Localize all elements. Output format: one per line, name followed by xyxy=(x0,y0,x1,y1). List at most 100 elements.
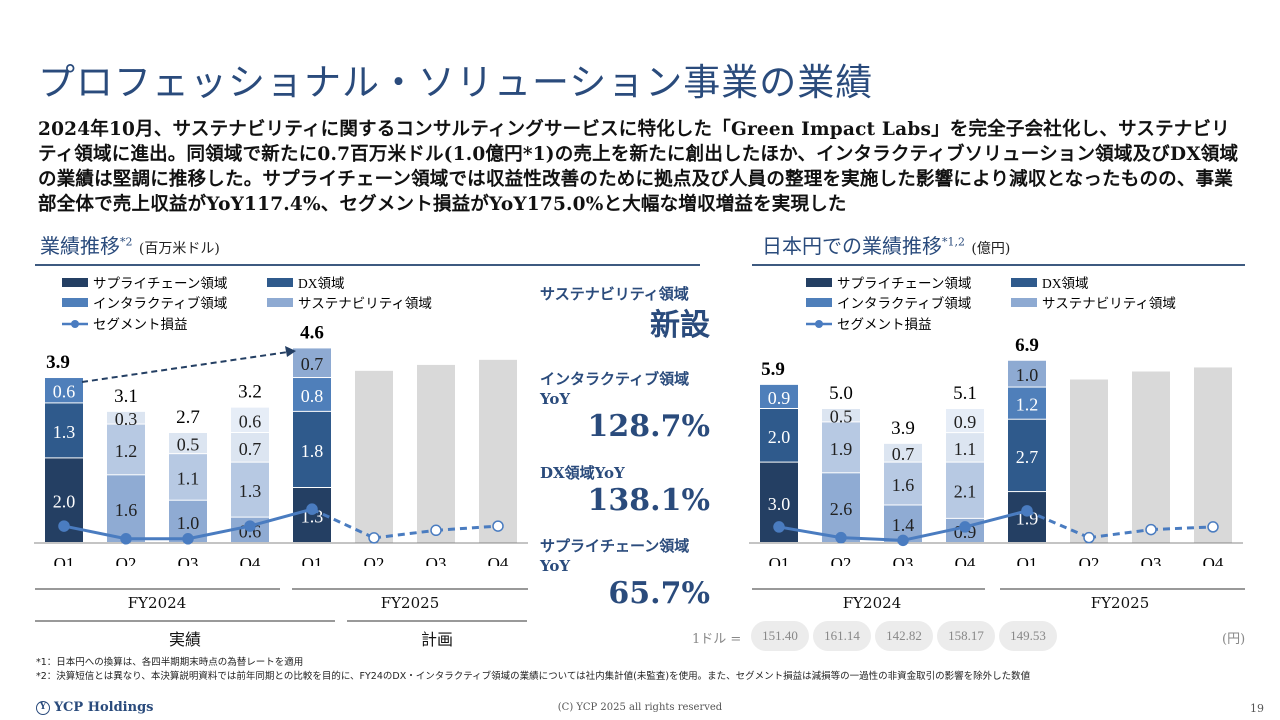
kpi-value: 新設 xyxy=(650,308,710,343)
segment-label: 0.9 xyxy=(954,412,977,432)
bar-segment xyxy=(169,454,207,500)
legend-label: サプライチェーン領域 xyxy=(837,275,971,291)
segment-label: 0.7 xyxy=(239,439,262,459)
profit-line-segment xyxy=(964,509,1028,529)
bar-segment xyxy=(946,409,984,433)
x-tick-label: Q2 xyxy=(364,554,385,566)
kpi-label: DX領域YoY xyxy=(540,464,625,482)
total-label: 5.1 xyxy=(953,383,977,404)
plan-bar xyxy=(1070,379,1108,543)
legend-label: インタラクティブ領域 xyxy=(93,295,227,311)
segment-label: 1.2 xyxy=(115,441,138,461)
x-tick-label: Q3 xyxy=(893,554,914,566)
total-label: 5.9 xyxy=(761,359,785,380)
profit-line-segment xyxy=(902,525,966,542)
segment-label: 2.1 xyxy=(954,482,977,502)
x-tick-label: Q2 xyxy=(831,554,852,566)
bar-segment xyxy=(1008,387,1046,419)
kpi-value: 65.7% xyxy=(608,576,710,611)
total-label: 5.0 xyxy=(829,383,853,404)
right-divider xyxy=(752,264,1245,266)
total-label: 3.9 xyxy=(46,352,70,373)
bar-segment xyxy=(293,411,331,488)
plan-label: 計画 xyxy=(420,630,453,649)
bar-segment xyxy=(884,462,922,505)
bar-segment xyxy=(107,424,145,475)
profit-line-segment xyxy=(187,524,251,541)
legend-label: DX領域 xyxy=(1042,275,1089,291)
right-section-title: 日本円での業績推移*1,2 (億円) xyxy=(762,230,1010,259)
kpi-label: サプライチェーン領域YoY xyxy=(540,537,690,575)
segment-label: 0.3 xyxy=(115,409,138,429)
bar-segment xyxy=(293,378,331,411)
profit-point xyxy=(897,534,909,547)
segment-label: 2.6 xyxy=(830,499,853,519)
profit-line-segment xyxy=(373,528,437,540)
legend-label: セグメント損益 xyxy=(837,317,932,332)
legend-marker xyxy=(71,320,79,328)
profit-point xyxy=(120,533,132,545)
profit-line-segment xyxy=(1088,528,1152,540)
legend-label: サプライチェーン領域 xyxy=(93,275,227,291)
divider xyxy=(1000,588,1245,590)
legend-swatch xyxy=(267,298,293,307)
arrow-head-icon xyxy=(285,346,296,357)
company-logo: Y YCP Holdings xyxy=(36,700,153,715)
legend-swatch xyxy=(1011,298,1037,307)
segment-label: 1.3 xyxy=(239,481,262,501)
x-tick-label: Q3 xyxy=(1141,554,1162,566)
profit-point xyxy=(959,521,971,533)
fx-rate: 142.82 xyxy=(875,621,933,651)
profit-point xyxy=(182,533,194,545)
x-tick-label: Q3 xyxy=(178,554,199,566)
total-label: 4.6 xyxy=(300,322,324,343)
x-tick-label: Q1 xyxy=(769,554,790,566)
fx-rate: 151.40 xyxy=(751,621,809,651)
legend-label: サステナビリティ領域 xyxy=(298,295,432,311)
fy-label: FY2024 xyxy=(842,594,902,612)
kpi-supply-chain: サプライチェーン領域YoY 65.7% xyxy=(540,536,710,611)
divider xyxy=(292,588,528,590)
total-label: 3.9 xyxy=(891,418,915,439)
segment-label: 0.8 xyxy=(301,386,324,406)
profit-line-segment xyxy=(840,536,904,542)
page-title: プロフェッショナル・ソリューション事業の業績 xyxy=(38,61,874,104)
legend-swatch xyxy=(806,278,832,287)
bar-segment xyxy=(760,409,798,462)
segment-label: 1.1 xyxy=(177,468,200,488)
actual-label: 実績 xyxy=(168,630,201,649)
x-tick-label: Q4 xyxy=(955,554,976,566)
bar-segment xyxy=(231,433,269,462)
profit-point xyxy=(244,520,256,532)
fy-label: FY2024 xyxy=(127,594,187,612)
segment-label: 1.1 xyxy=(954,439,977,459)
bar-segment xyxy=(231,407,269,433)
fx-rate: 149.53 xyxy=(999,621,1057,651)
logo-icon: Y xyxy=(36,700,50,715)
profit-point xyxy=(306,503,318,515)
segment-label: 0.5 xyxy=(177,435,200,455)
kpi-value: 138.1% xyxy=(587,483,710,518)
segment-label: 0.5 xyxy=(830,407,853,427)
profit-line-segment xyxy=(778,525,842,540)
legend-swatch xyxy=(62,278,88,287)
x-tick-label: Q1 xyxy=(1017,554,1038,566)
segment-label: 1.6 xyxy=(115,500,138,520)
bar-segment xyxy=(946,433,984,462)
kpi-value: 128.7% xyxy=(587,409,710,444)
total-label: 2.7 xyxy=(176,407,200,428)
plan-profit-point xyxy=(1145,523,1157,536)
fx-unit: (円) xyxy=(1222,632,1246,647)
growth-arrow xyxy=(81,351,289,383)
total-label: 3.1 xyxy=(114,386,138,407)
segment-label: 0.7 xyxy=(892,444,915,464)
fx-rate: 158.17 xyxy=(937,621,995,651)
bar-segment xyxy=(231,462,269,517)
footnote-2: *2：決算短信とは異なり、本決算説明資料では前年同期との比較を目的に、FY24の… xyxy=(36,671,1031,682)
segment-label: 1.9 xyxy=(830,439,853,459)
x-tick-label: Q2 xyxy=(1079,554,1100,566)
kpi-sustainability: サステナビリティ領域 新設 xyxy=(540,284,710,344)
footnote-1: *1：日本円への換算は、各四半期期末時点の為替レートを適用 xyxy=(36,657,304,668)
fy-label: FY2025 xyxy=(380,594,440,612)
total-label: 6.9 xyxy=(1015,335,1039,356)
